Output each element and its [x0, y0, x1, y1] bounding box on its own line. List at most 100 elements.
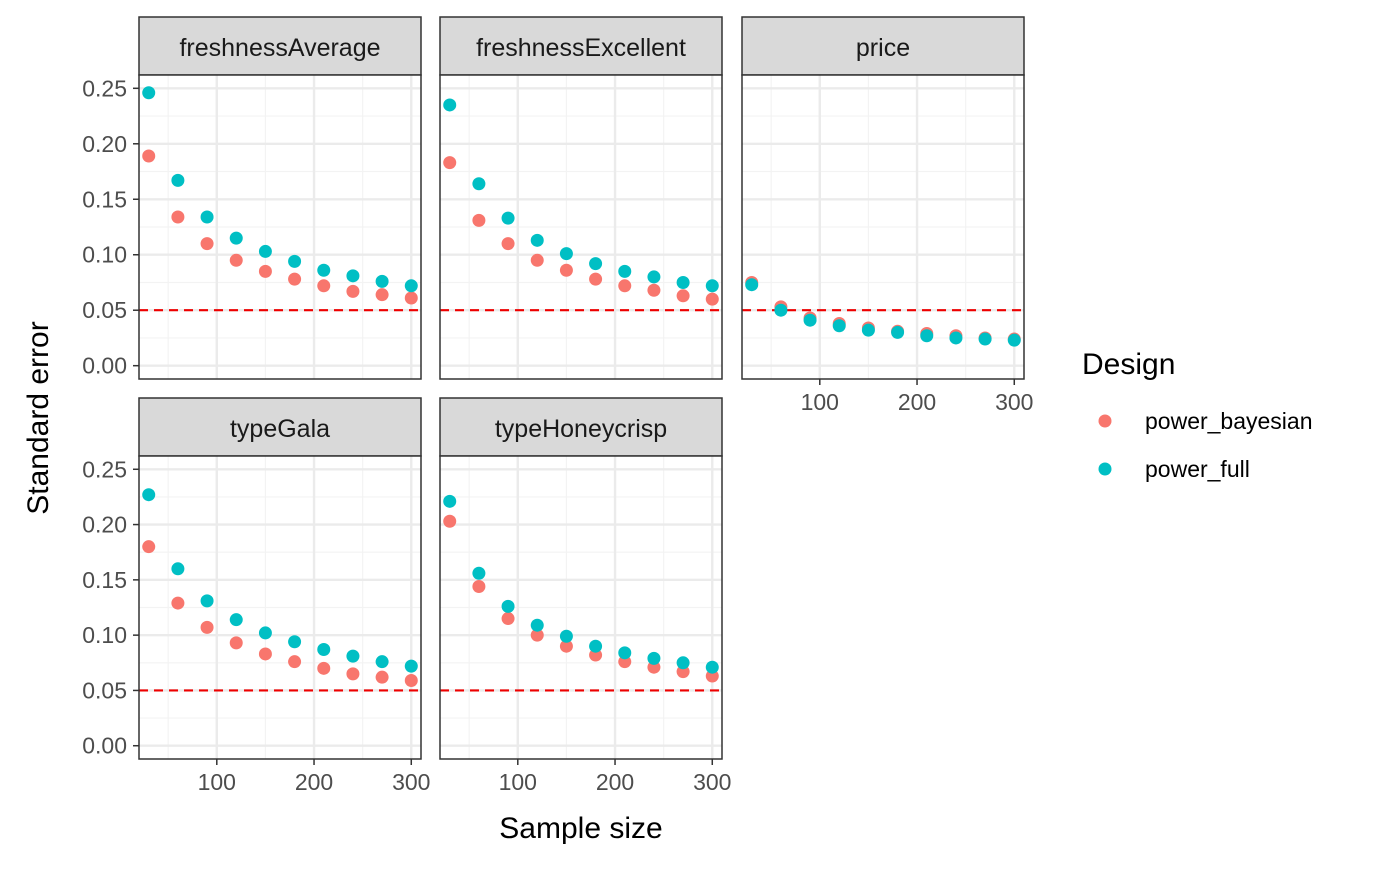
data-point-power_full	[171, 173, 185, 187]
data-point-power_bayesian	[229, 636, 243, 650]
y-tick-label: 0.10	[82, 242, 127, 268]
data-point-power_bayesian	[501, 237, 515, 251]
data-point-power_full	[472, 566, 486, 580]
data-point-power_full	[618, 264, 632, 278]
x-tick-label: 200	[898, 389, 936, 415]
data-point-power_full	[229, 613, 243, 627]
data-point-power_bayesian	[229, 253, 243, 267]
data-point-power_bayesian	[472, 579, 486, 593]
y-tick-label: 0.05	[82, 297, 127, 323]
data-point-power_full	[978, 332, 992, 346]
y-tick-label: 0.00	[82, 733, 127, 759]
facet-strip	[138, 397, 422, 457]
legend-key-power_full	[1098, 462, 1112, 476]
facet-strip	[741, 16, 1025, 76]
data-point-power_bayesian	[200, 620, 214, 634]
x-tick-label: 200	[596, 769, 634, 795]
y-tick-label: 0.00	[82, 353, 127, 379]
data-point-power_bayesian	[443, 156, 457, 170]
data-point-power_full	[501, 211, 515, 225]
data-point-power_full	[647, 270, 661, 284]
data-point-power_full	[676, 275, 690, 289]
panel-border	[439, 74, 723, 380]
data-point-power_bayesian	[317, 279, 331, 293]
data-point-power_full	[229, 231, 243, 245]
data-point-power_bayesian	[705, 292, 719, 306]
data-point-power_full	[920, 329, 934, 343]
data-point-power_full	[705, 660, 719, 674]
y-tick-label: 0.15	[82, 567, 127, 593]
data-point-power_full	[559, 247, 573, 261]
data-point-power_bayesian	[404, 673, 418, 687]
data-point-power_full	[861, 323, 875, 337]
x-tick-label: 300	[995, 389, 1033, 415]
data-point-power_bayesian	[501, 612, 515, 626]
data-point-power_bayesian	[142, 540, 156, 554]
y-tick-label: 0.25	[82, 456, 127, 482]
data-point-power_bayesian	[200, 237, 214, 251]
data-point-power_bayesian	[171, 596, 185, 610]
data-point-power_full	[346, 269, 360, 283]
facet-panel-freshnessAverage: freshnessAverage 0.00 0.05 0.10 0.15 0.20 0.25	[82, 16, 422, 380]
data-point-power_full	[346, 649, 360, 663]
data-point-power_bayesian	[530, 253, 544, 267]
y-tick-label: 0.25	[82, 75, 127, 101]
x-tick-label: 300	[392, 769, 430, 795]
facet-strip-label: typeGala	[230, 415, 330, 443]
data-point-power_full	[891, 325, 905, 339]
legend-key-power_bayesian	[1098, 414, 1112, 428]
data-point-power_bayesian	[618, 279, 632, 293]
data-point-power_full	[404, 279, 418, 293]
data-point-power_bayesian	[559, 263, 573, 277]
data-point-power_full	[647, 651, 661, 665]
data-point-power_bayesian	[258, 264, 272, 278]
data-point-power_full	[618, 646, 632, 660]
data-point-power_bayesian	[443, 514, 457, 528]
data-point-power_full	[1007, 333, 1021, 347]
data-point-power_full	[803, 313, 817, 327]
panel-border	[439, 455, 723, 760]
x-axis-title: Sample size	[499, 812, 662, 845]
legend: power_bayesian power_full	[1098, 408, 1313, 482]
data-point-power_full	[559, 629, 573, 643]
data-point-power_full	[288, 635, 302, 649]
data-point-power_full	[832, 319, 846, 333]
data-point-power_bayesian	[530, 628, 544, 642]
data-point-power_bayesian	[404, 291, 418, 305]
panel-border	[138, 455, 422, 760]
data-point-power_full	[705, 279, 719, 293]
facet-strip	[138, 16, 422, 76]
data-point-power_bayesian	[559, 639, 573, 653]
x-tick-label: 300	[693, 769, 731, 795]
data-point-power_full	[774, 303, 788, 317]
facet-strip-label: freshnessExcellent	[476, 34, 686, 62]
data-point-power_full	[142, 86, 156, 100]
data-point-power_bayesian	[589, 272, 603, 286]
data-point-power_bayesian	[647, 283, 661, 297]
data-point-power_full	[142, 488, 156, 502]
legend-label: power_full	[1145, 456, 1250, 482]
data-point-power_bayesian	[317, 661, 331, 675]
facet-strip	[439, 397, 723, 457]
data-point-power_bayesian	[676, 289, 690, 303]
legend-title: Design	[1082, 348, 1175, 381]
data-point-power_bayesian	[258, 647, 272, 661]
facet-strip-label: typeHoneycrisp	[495, 415, 667, 443]
data-point-power_full	[745, 278, 759, 292]
data-point-power_full	[949, 331, 963, 345]
data-point-power_full	[171, 562, 185, 576]
x-tick-label: 100	[801, 389, 839, 415]
data-point-power_full	[676, 656, 690, 670]
y-tick-label: 0.20	[82, 512, 127, 538]
panel-border	[138, 74, 422, 380]
data-point-power_full	[317, 263, 331, 277]
x-tick-label: 100	[198, 769, 236, 795]
data-point-power_bayesian	[472, 213, 486, 227]
x-tick-label: 100	[499, 769, 537, 795]
facet-strip-label: freshnessAverage	[179, 34, 380, 62]
legend-label: power_bayesian	[1145, 408, 1313, 434]
data-point-power_full	[200, 210, 214, 224]
data-point-power_full	[443, 494, 457, 508]
